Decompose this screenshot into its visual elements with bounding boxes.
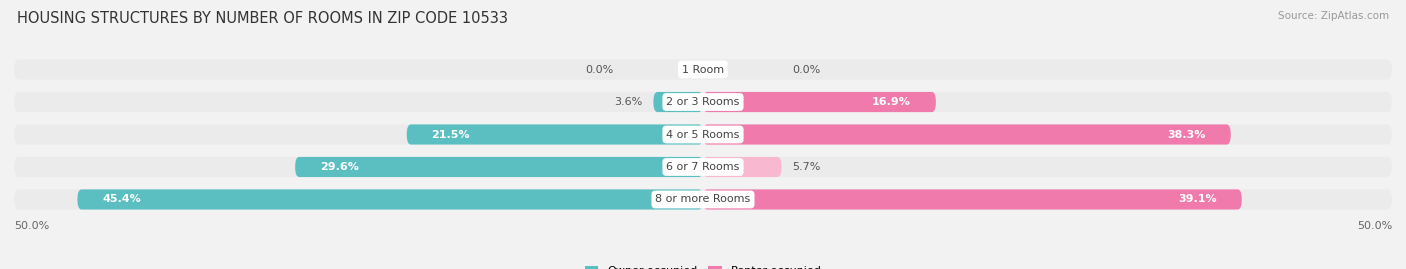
Text: 5.7%: 5.7% [793,162,821,172]
Text: 38.3%: 38.3% [1167,129,1206,140]
FancyBboxPatch shape [14,157,1392,177]
Text: 39.1%: 39.1% [1178,194,1218,204]
Legend: Owner-occupied, Renter-occupied: Owner-occupied, Renter-occupied [581,261,825,269]
Text: HOUSING STRUCTURES BY NUMBER OF ROOMS IN ZIP CODE 10533: HOUSING STRUCTURES BY NUMBER OF ROOMS IN… [17,11,508,26]
Text: 4 or 5 Rooms: 4 or 5 Rooms [666,129,740,140]
Text: 50.0%: 50.0% [14,221,49,231]
Text: Source: ZipAtlas.com: Source: ZipAtlas.com [1278,11,1389,21]
FancyBboxPatch shape [14,125,1392,144]
FancyBboxPatch shape [703,189,1241,210]
FancyBboxPatch shape [703,92,936,112]
Text: 2 or 3 Rooms: 2 or 3 Rooms [666,97,740,107]
Text: 50.0%: 50.0% [1357,221,1392,231]
Text: 0.0%: 0.0% [793,65,821,75]
FancyBboxPatch shape [295,157,703,177]
FancyBboxPatch shape [703,125,1230,144]
Text: 6 or 7 Rooms: 6 or 7 Rooms [666,162,740,172]
Text: 16.9%: 16.9% [872,97,911,107]
Text: 45.4%: 45.4% [103,194,141,204]
FancyBboxPatch shape [14,92,1392,112]
FancyBboxPatch shape [654,92,703,112]
FancyBboxPatch shape [703,157,782,177]
Text: 29.6%: 29.6% [321,162,359,172]
FancyBboxPatch shape [14,189,1392,210]
FancyBboxPatch shape [406,125,703,144]
FancyBboxPatch shape [77,189,703,210]
Text: 0.0%: 0.0% [585,65,613,75]
Text: 1 Room: 1 Room [682,65,724,75]
Text: 8 or more Rooms: 8 or more Rooms [655,194,751,204]
FancyBboxPatch shape [14,59,1392,80]
Text: 3.6%: 3.6% [614,97,643,107]
Text: 21.5%: 21.5% [432,129,470,140]
